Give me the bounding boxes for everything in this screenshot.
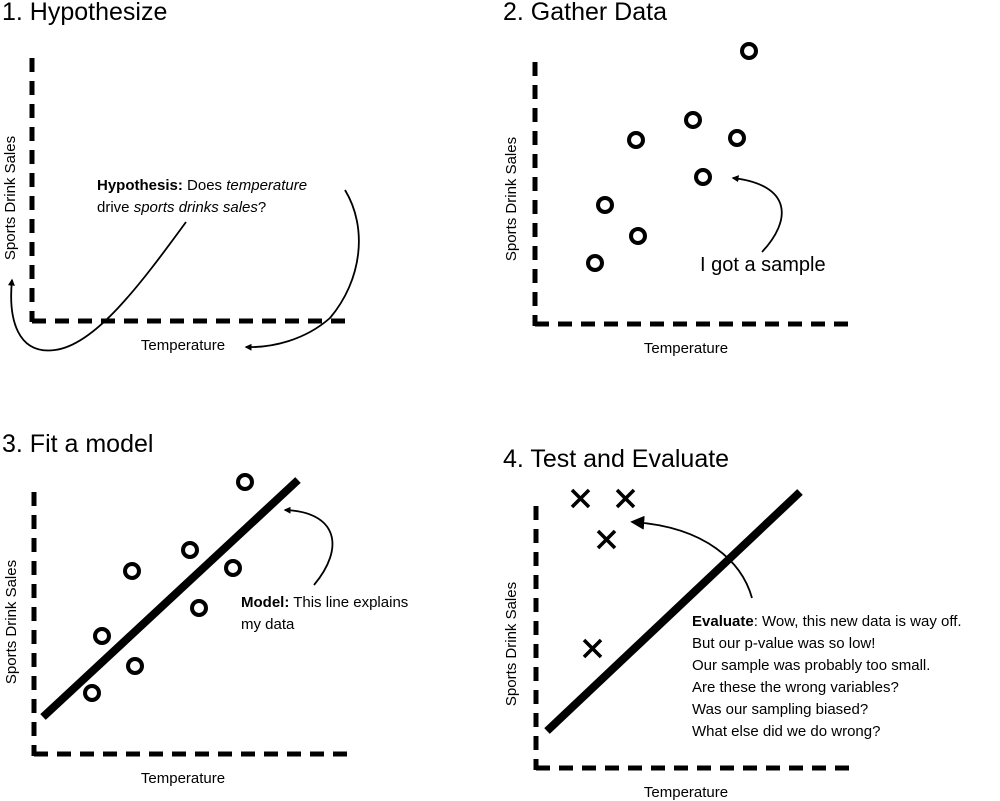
evaluate-line-6: What else did we do wrong?: [692, 723, 880, 740]
x-axis-label: Temperature: [644, 784, 728, 801]
x-axis-label: Temperature: [141, 770, 225, 787]
panel-title: 1. Hypothesize: [2, 0, 167, 26]
x-axis-label: Temperature: [644, 340, 728, 357]
y-axis-label: Sports Drink Sales: [2, 136, 19, 260]
panel-title: 2. Gather Data: [503, 0, 667, 26]
sample-point: [684, 111, 702, 129]
model-arrow: [283, 506, 334, 586]
sample-point: [190, 599, 208, 617]
sample-point: [728, 129, 746, 147]
new-data-cross: [570, 488, 591, 509]
sample-point: [93, 627, 111, 645]
hypothesis-line-2: drive sports drinks sales?: [97, 199, 266, 216]
new-data-cross: [596, 529, 617, 550]
sample-point: [596, 196, 614, 214]
y-axis-label: Sports Drink Sales: [503, 137, 520, 261]
evaluate-line-1: Evaluate: Wow, this new data is way off.: [692, 613, 962, 630]
fitted-line: [544, 489, 803, 734]
sample-point: [123, 562, 141, 580]
panel-gather-data: 2. Gather Data Sports Drink Sales Temper…: [503, 0, 850, 357]
panel-test-evaluate: 4. Test and Evaluate Sports Drink Sales …: [503, 445, 962, 801]
fitted-line: [40, 477, 301, 720]
hypothesis-arrow-to-y-axis: [7, 221, 187, 352]
sample-point: [627, 131, 645, 149]
panel-fit-model: 3. Fit a model Sports Drink Sales Temper…: [2, 430, 408, 787]
model-annotation-line-1: Model: This line explains: [241, 594, 408, 611]
evaluate-arrow: [630, 515, 753, 599]
sample-point: [740, 42, 758, 60]
evaluate-line-2: But our p-value was so low!: [692, 635, 875, 652]
sample-point: [236, 473, 254, 491]
sample-point: [126, 657, 144, 675]
sample-point: [224, 559, 242, 577]
evaluate-line-3: Our sample was probably too small.: [692, 657, 930, 674]
sample-arrow: [731, 175, 783, 253]
hypothesis-arrow-to-x-axis: [244, 189, 360, 351]
x-axis-label: Temperature: [141, 337, 225, 354]
sample-point: [629, 227, 647, 245]
sample-point: [181, 541, 199, 559]
hypothesis-line-1: Hypothesis: Does temperature: [97, 177, 307, 194]
sample-point: [586, 254, 604, 272]
y-axis-label: Sports Drink Sales: [3, 560, 20, 684]
sample-point: [694, 168, 712, 186]
panel-hypothesize: 1. Hypothesize Sports Drink Sales Temper…: [2, 0, 360, 354]
new-data-cross: [582, 638, 603, 659]
panel-title: 3. Fit a model: [2, 430, 153, 458]
evaluate-line-5: Was our sampling biased?: [692, 701, 868, 718]
y-axis-label: Sports Drink Sales: [503, 582, 520, 706]
new-data-cross: [615, 488, 636, 509]
evaluate-line-4: Are these the wrong variables?: [692, 679, 899, 696]
sample-point: [83, 684, 101, 702]
panel-title: 4. Test and Evaluate: [503, 445, 729, 473]
model-annotation-line-2: my data: [241, 616, 295, 633]
sample-annotation: I got a sample: [700, 254, 826, 276]
